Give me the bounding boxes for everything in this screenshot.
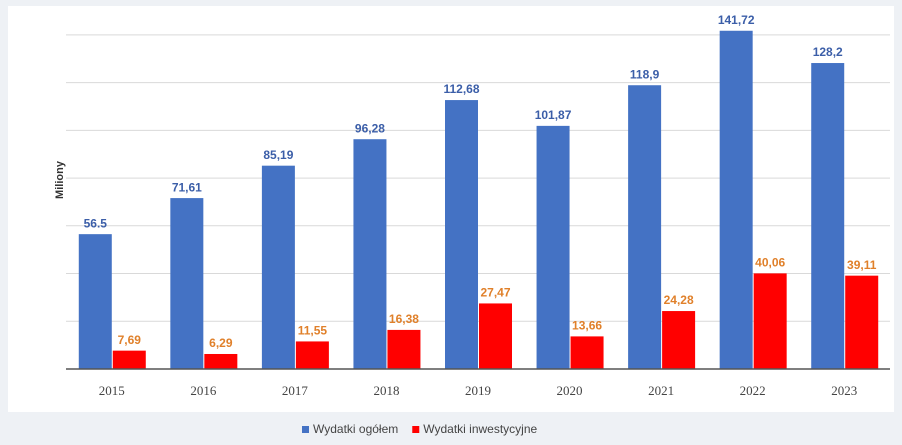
bar — [295, 341, 329, 369]
x-tick-label: 2023 — [831, 383, 857, 398]
data-label: 71,61 — [172, 180, 202, 194]
data-label: 7,69 — [118, 333, 142, 347]
data-label: 112,68 — [443, 82, 479, 96]
data-label: 101,87 — [535, 108, 572, 122]
bar — [628, 85, 662, 369]
x-tick-label: 2020 — [557, 383, 583, 398]
data-label: 96,28 — [355, 121, 385, 135]
data-label: 11,55 — [298, 324, 328, 338]
x-tick-label: 2022 — [740, 383, 766, 398]
bar — [353, 139, 387, 369]
x-tick-label: 2019 — [465, 383, 491, 398]
bar — [170, 198, 204, 369]
data-label: 85,19 — [263, 148, 293, 162]
data-label: 6,29 — [209, 336, 233, 350]
bar — [479, 303, 512, 369]
bar — [261, 165, 295, 369]
y-axis-label: Miliony — [54, 160, 66, 199]
data-label: 40,06 — [755, 256, 785, 270]
data-label: 27,47 — [480, 286, 510, 300]
legend-swatch — [302, 426, 309, 433]
legend-label: Wydatki inwestycyjne — [423, 422, 537, 436]
bar — [719, 30, 753, 370]
data-label: 24,28 — [664, 293, 694, 307]
x-tick-label: 2017 — [282, 383, 309, 398]
legend-swatch — [412, 426, 420, 433]
data-label: 16,38 — [389, 312, 419, 326]
bar — [753, 273, 787, 369]
bar — [811, 63, 845, 370]
bar — [387, 329, 421, 369]
bar — [112, 350, 146, 369]
x-tick-label: 2021 — [648, 383, 674, 398]
bar — [570, 336, 604, 369]
bar — [78, 234, 112, 369]
x-tick-label: 2018 — [373, 383, 399, 398]
data-label: 56.5 — [84, 216, 108, 230]
data-label: 128,2 — [813, 45, 843, 59]
bar — [445, 100, 478, 369]
bar — [204, 353, 238, 369]
data-label: 39,11 — [847, 258, 877, 272]
legend-label: Wydatki ogółem — [313, 422, 398, 436]
bar — [536, 125, 570, 369]
x-tick-label: 2015 — [99, 383, 125, 398]
data-label: 118,9 — [630, 67, 660, 81]
bar — [662, 311, 696, 369]
data-label: 13,66 — [572, 319, 602, 333]
bar — [845, 275, 879, 369]
data-label: 141,72 — [718, 13, 755, 27]
x-tick-label: 2016 — [190, 383, 217, 398]
